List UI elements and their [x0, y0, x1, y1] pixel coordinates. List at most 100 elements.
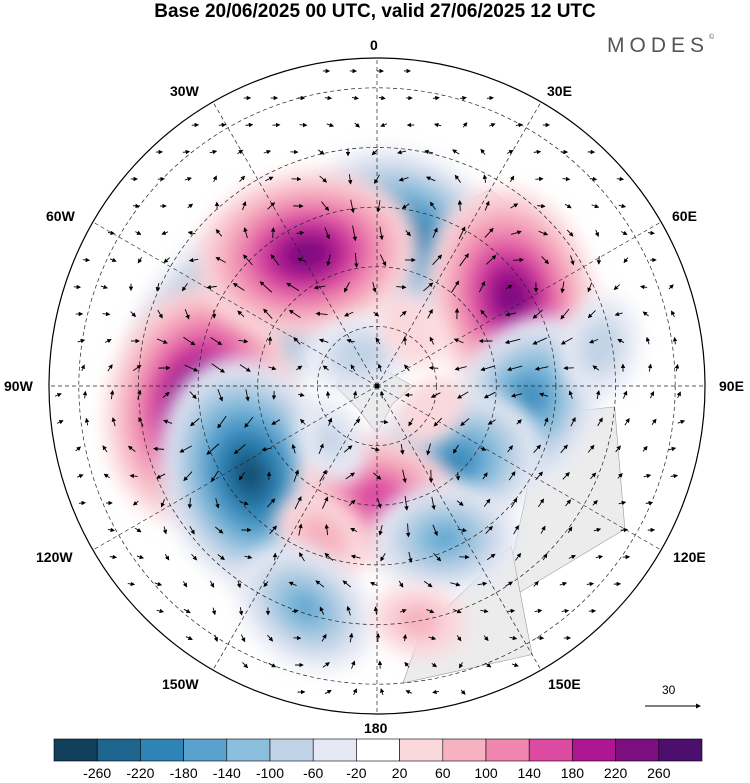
wind-vector: [452, 609, 462, 614]
wind-vector: [298, 392, 305, 398]
wind-vector: [560, 337, 573, 345]
wind-vector: [163, 419, 173, 424]
wind-vector: [590, 472, 597, 480]
pole-marker: [374, 383, 380, 389]
colorbar-swatch: [485, 738, 530, 762]
colorbar-tick-label: -220: [126, 765, 155, 781]
wind-vector: [515, 552, 522, 561]
wind-vector: [354, 252, 359, 268]
anomaly-cell: [195, 170, 419, 339]
wind-vector: [213, 634, 219, 642]
wind-vector: [433, 417, 443, 427]
wind-vector: [562, 472, 570, 480]
wind-vector: [668, 284, 674, 290]
wind-vector: [507, 608, 516, 614]
wind-vector: [450, 280, 460, 294]
anomaly-cell: [561, 295, 639, 398]
wind-vector: [565, 499, 572, 507]
wind-vector: [160, 499, 165, 508]
wind-vector: [156, 338, 168, 344]
wind-vector: [321, 633, 327, 642]
meridian: [376, 101, 542, 387]
wind-vector: [478, 281, 486, 293]
wind-vector: [376, 200, 381, 213]
wind-vector: [616, 176, 625, 182]
wind-vector: [107, 527, 115, 533]
meridian: [376, 221, 662, 387]
wind-vector: [209, 580, 215, 588]
wind-vector: [372, 282, 377, 293]
wind-vector: [483, 498, 491, 507]
wind-vector: [240, 634, 246, 643]
wind-vector: [379, 254, 387, 267]
wind-vector: [179, 445, 193, 453]
wind-vector: [206, 284, 217, 290]
wind-vector: [589, 176, 598, 182]
wind-vector: [426, 443, 431, 456]
wind-vector: [270, 227, 276, 238]
wind-vector: [351, 660, 356, 669]
wind-vector: [458, 226, 466, 240]
wind-vector: [538, 498, 545, 508]
wind-vector: [570, 255, 575, 266]
wind-vector: [404, 661, 410, 668]
wind-vector: [245, 389, 250, 402]
wind-vector: [561, 608, 570, 614]
wind-vector: [182, 149, 191, 155]
wind-vector: [396, 284, 407, 290]
wind-vector: [425, 176, 436, 182]
wind-vector: [398, 580, 404, 588]
wind-vector: [111, 417, 116, 427]
brand-mark: ©: [709, 34, 715, 41]
wind-vector: [594, 229, 600, 237]
wind-vector: [242, 662, 249, 669]
wind-vector: [162, 391, 170, 398]
colorbar-tick-label: -260: [83, 765, 112, 781]
wind-vector: [183, 608, 191, 614]
wind-vector: [350, 364, 356, 372]
wind-vector: [570, 416, 576, 427]
wind-vector: [564, 203, 572, 209]
wind-vector: [622, 390, 628, 399]
wind-vector: [318, 338, 329, 343]
wind-vector: [452, 444, 459, 454]
wind-vector: [319, 175, 328, 183]
wind-vector: [516, 419, 522, 425]
wind-vector: [313, 285, 326, 290]
wind-vector: [238, 338, 249, 344]
wind-vector: [379, 95, 386, 101]
wind-vector: [324, 689, 332, 695]
wind-vector: [346, 605, 351, 616]
wind-vector: [288, 581, 297, 587]
wind-vector: [485, 525, 493, 534]
wind-vector: [457, 199, 463, 212]
wind-vector: [459, 662, 464, 669]
wind-vector: [379, 390, 385, 399]
wind-vector: [107, 364, 113, 372]
wind-vector: [560, 308, 570, 320]
wind-vector: [243, 227, 248, 239]
wind-vector: [233, 444, 246, 455]
wind-vector: [343, 445, 353, 453]
wind-vector: [402, 634, 408, 642]
colorbar-tick-label: -180: [169, 765, 198, 781]
wind-vector: [315, 580, 325, 588]
wind-vector: [244, 554, 253, 560]
wind-vector: [352, 390, 358, 399]
lon-label-60e: 60E: [672, 208, 697, 224]
wind-vector: [433, 95, 440, 101]
wind-vector: [484, 200, 490, 211]
wind-vector: [457, 391, 469, 399]
wind-vector: [270, 254, 280, 266]
lon-label-180: 180: [364, 720, 388, 736]
wind-vector: [161, 230, 169, 235]
wind-vector: [322, 662, 330, 668]
wind-vector: [296, 365, 303, 371]
wind-vector: [78, 500, 86, 506]
wind-vector: [647, 230, 655, 236]
wind-vector: [480, 608, 489, 614]
wind-vector: [450, 582, 461, 587]
wind-vector: [211, 363, 225, 373]
colorbar-swatch: [658, 738, 703, 762]
wind-vector: [459, 253, 469, 267]
